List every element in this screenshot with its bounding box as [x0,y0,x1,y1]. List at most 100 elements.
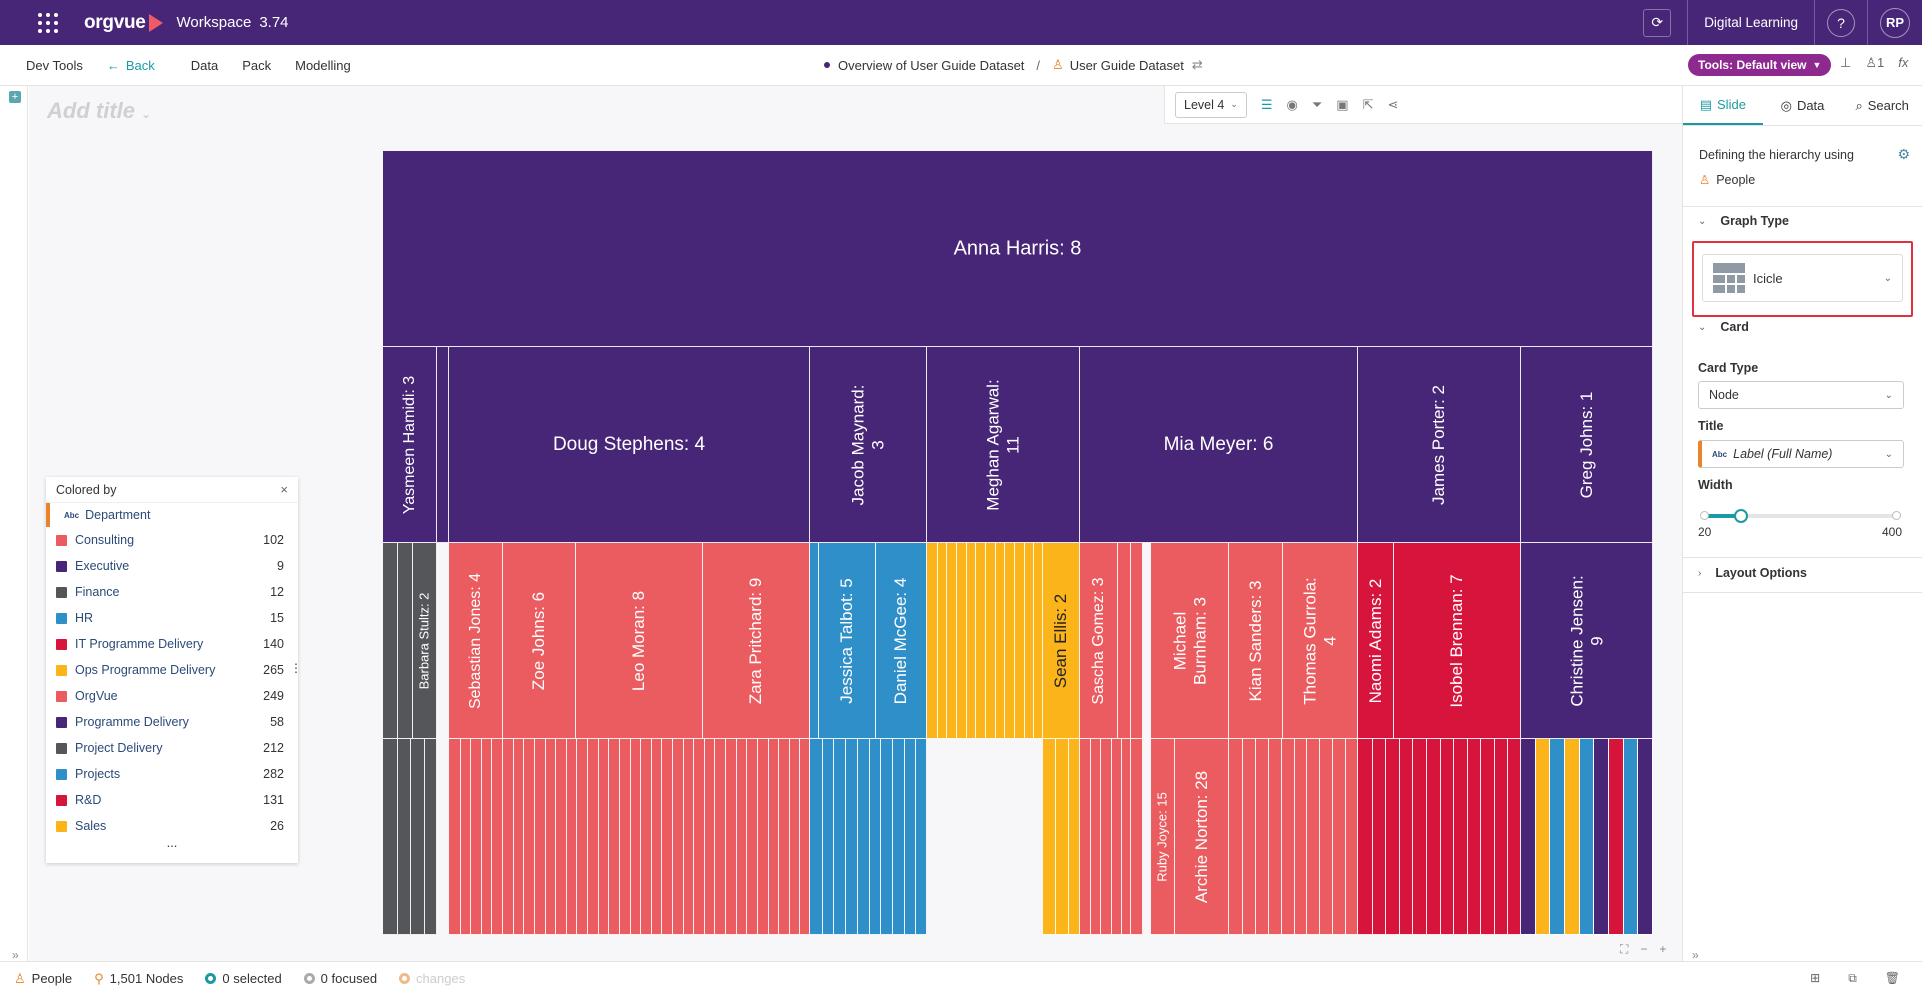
icicle-node-unlabeled[interactable] [1080,739,1131,935]
dev-tools-menu[interactable]: Dev Tools [26,57,83,73]
legend-item[interactable]: HR 15 [46,605,298,631]
legend-item[interactable]: Programme Delivery 58 [46,709,298,735]
icicle-node-unlabeled[interactable] [927,543,1043,739]
icicle-node-unlabeled[interactable] [810,739,927,935]
back-button[interactable]: ← Back [107,58,155,73]
icicle-node[interactable]: Ruby Joyce: 15 [1151,739,1175,935]
icicle-node[interactable]: Meghan Agarwal: 11 [927,347,1080,543]
legend-item[interactable]: Finance 12 [46,579,298,605]
user-avatar[interactable]: RP [1880,7,1910,38]
icicle-node[interactable]: James Porter: 2 [1358,347,1521,543]
icicle-node[interactable]: Sascha Gomez: 3 [1080,543,1118,739]
resize-handle-icon[interactable]: ⋮ [290,661,302,675]
icicle-node-unlabeled[interactable] [1131,739,1143,935]
icicle-node[interactable]: Christine Jensen: 9 [1521,543,1653,739]
icicle-node[interactable]: Greg Johns: 1 [1521,347,1653,543]
icicle-leaf[interactable] [1594,739,1609,934]
data-menu[interactable]: Data [190,57,219,73]
legend-field[interactable]: Abc Department [46,503,298,527]
help-button[interactable]: ? [1827,8,1855,37]
legend-item[interactable]: IT Programme Delivery 140 [46,631,298,657]
legend-item[interactable]: Consulting 102 [46,527,298,553]
list-icon[interactable]: ☰ [1260,96,1273,112]
add-icon[interactable]: ⊞ [1810,971,1821,985]
card-icon[interactable]: ▣ [1336,96,1349,112]
icicle-leaf[interactable] [1623,739,1639,934]
icicle-node[interactable]: Sean Ellis: 2 [1043,543,1080,739]
status-focused[interactable]: 0 focused [303,971,377,986]
filter-icon[interactable]: ⏷ [1311,96,1323,112]
card-type-select[interactable]: Node ⌄ [1698,381,1904,409]
graph-type-section[interactable]: ⌄ Graph Type [1698,214,1789,228]
icicle-node-unlabeled[interactable] [383,739,437,935]
title-select[interactable]: Abc Label (Full Name) ⌄ [1698,440,1904,468]
legend-item[interactable]: Project Delivery 212 [46,735,298,761]
icicle-node[interactable]: Jessica Talbot: 5 [819,543,876,739]
users-icon[interactable]: ♙1 [1865,55,1885,70]
legend-item[interactable]: Executive 9 [46,553,298,579]
legend-item[interactable]: Projects 282 [46,761,298,787]
icicle-node-unlabeled[interactable] [810,543,819,739]
export-icon[interactable]: ⇱ [1362,96,1374,112]
icicle-node-unlabeled[interactable] [398,543,413,739]
icicle-node-unlabeled[interactable] [437,347,449,543]
icicle-leaf[interactable] [1550,739,1565,934]
card-section[interactable]: ⌄ Card [1698,320,1749,334]
icicle-node-unlabeled[interactable] [1229,739,1358,935]
icicle-node[interactable]: Michael Burnham: 3 [1151,543,1229,739]
legend-item[interactable]: Sales 26 [46,813,298,839]
icicle-node[interactable]: Thomas Gurrola: 4 [1283,543,1358,739]
legend-item[interactable]: Ops Programme Delivery 265 [46,657,298,683]
icicle-node-unlabeled[interactable] [1521,739,1653,935]
pin-icon[interactable]: ⊥ [1840,55,1852,70]
hierarchy-source[interactable]: ♙ People [1699,172,1755,188]
slider-min-handle[interactable] [1700,511,1709,520]
delete-icon[interactable]: 🗑 [1884,971,1900,985]
formula-icon[interactable]: fx [1898,55,1909,70]
palette-icon[interactable]: ◉ [1286,96,1298,112]
icicle-node[interactable]: Naomi Adams: 2 [1358,543,1394,739]
legend-item[interactable]: OrgVue 249 [46,683,298,709]
status-selected[interactable]: 0 selected [205,971,282,986]
tab-slide[interactable]: ▤ Slide [1683,86,1763,125]
icicle-node[interactable]: Mia Meyer: 6 [1080,347,1358,543]
icicle-leaf[interactable] [1535,739,1551,934]
share-icon[interactable]: ⋖ [1387,96,1399,112]
breadcrumb-view[interactable]: Overview of User Guide Dataset [838,57,1025,73]
sync-icon[interactable]: ⟳ [1643,8,1672,37]
icicle-leaf[interactable] [1521,739,1536,934]
pack-menu[interactable]: Pack [242,57,272,73]
icicle-node-unlabeled[interactable] [383,543,398,739]
icicle-node[interactable]: Archie Norton: 28 [1175,739,1229,935]
modelling-menu[interactable]: Modelling [295,57,351,73]
status-dataset[interactable]: ♙ People [14,971,72,987]
icicle-leaf[interactable] [1565,739,1580,934]
refresh-icon[interactable]: ⇄ [1191,57,1203,72]
icicle-node-unlabeled[interactable] [1358,739,1521,935]
zoom-out-icon[interactable]: − [1640,942,1648,956]
fullscreen-icon[interactable]: ⛶ [1620,942,1629,956]
icicle-node[interactable]: Yasmeen Hamidi: 3 [383,347,437,543]
tab-search[interactable]: ⌕ Search [1842,86,1922,125]
tenant-name[interactable]: Digital Learning [1704,15,1798,30]
tools-view-dropdown[interactable]: Tools: Default view ▼ [1688,54,1832,76]
legend-item[interactable]: R&D 131 [46,787,298,813]
icicle-node-unlabeled[interactable] [1131,543,1143,739]
icicle-node[interactable]: Daniel McGee: 4 [876,543,927,739]
icicle-node[interactable]: Barbara Stultz: 2 [413,543,437,739]
layout-options-section[interactable]: › Layout Options [1698,566,1807,580]
icicle-node-unlabeled[interactable] [1043,739,1080,935]
expand-left-icon[interactable]: » [12,948,19,962]
add-title[interactable]: Add title ⌄ [47,98,151,124]
expand-right-icon[interactable]: » [1692,948,1699,962]
icicle-node[interactable]: Jacob Maynard: 3 [810,347,927,543]
icicle-node[interactable]: Leo Moran: 8 [576,543,703,739]
icicle-node[interactable]: Doug Stephens: 4 [449,347,810,543]
icicle-node-unlabeled[interactable] [1118,543,1131,739]
add-slide-icon[interactable]: + [9,91,21,103]
icicle-node-unlabeled[interactable] [449,739,810,935]
brand-logo[interactable]: orgvue [84,12,163,34]
icicle-leaf[interactable] [1638,739,1652,934]
tab-data[interactable]: ◎ Data [1763,86,1843,125]
icicle-node[interactable]: Sebastian Jones: 4 [449,543,503,739]
